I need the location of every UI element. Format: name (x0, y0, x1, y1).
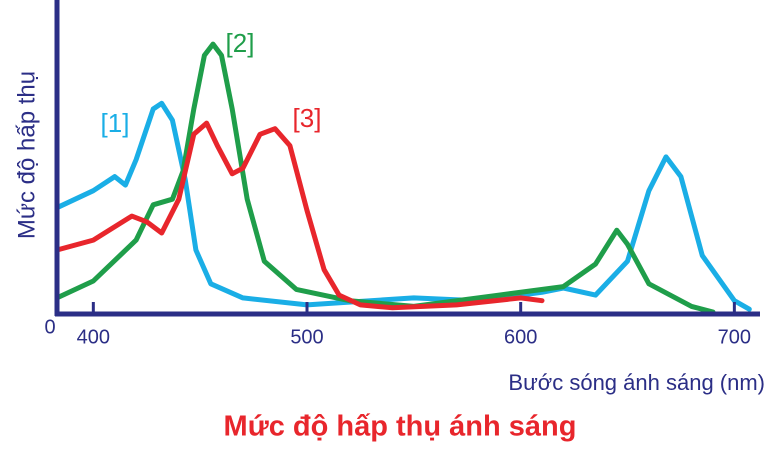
series-line (54, 41, 716, 315)
series-label: [1] (101, 108, 130, 138)
series-label: [3] (293, 103, 322, 133)
x-tick-label: 600 (504, 326, 537, 348)
x-axis-label: Bước sóng ánh sáng (nm) (508, 370, 765, 395)
chart-title: Mức độ hấp thụ ánh sáng (224, 411, 577, 443)
series-label: [2] (226, 28, 255, 58)
x-tick-label: 400 (77, 326, 110, 348)
y-axis-label: Mức độ hấp thụ (13, 71, 40, 239)
x-tick-label: 700 (718, 326, 751, 348)
x-tick-label: 500 (290, 326, 323, 348)
series-line (54, 120, 545, 311)
origin-label: 0 (44, 316, 55, 338)
